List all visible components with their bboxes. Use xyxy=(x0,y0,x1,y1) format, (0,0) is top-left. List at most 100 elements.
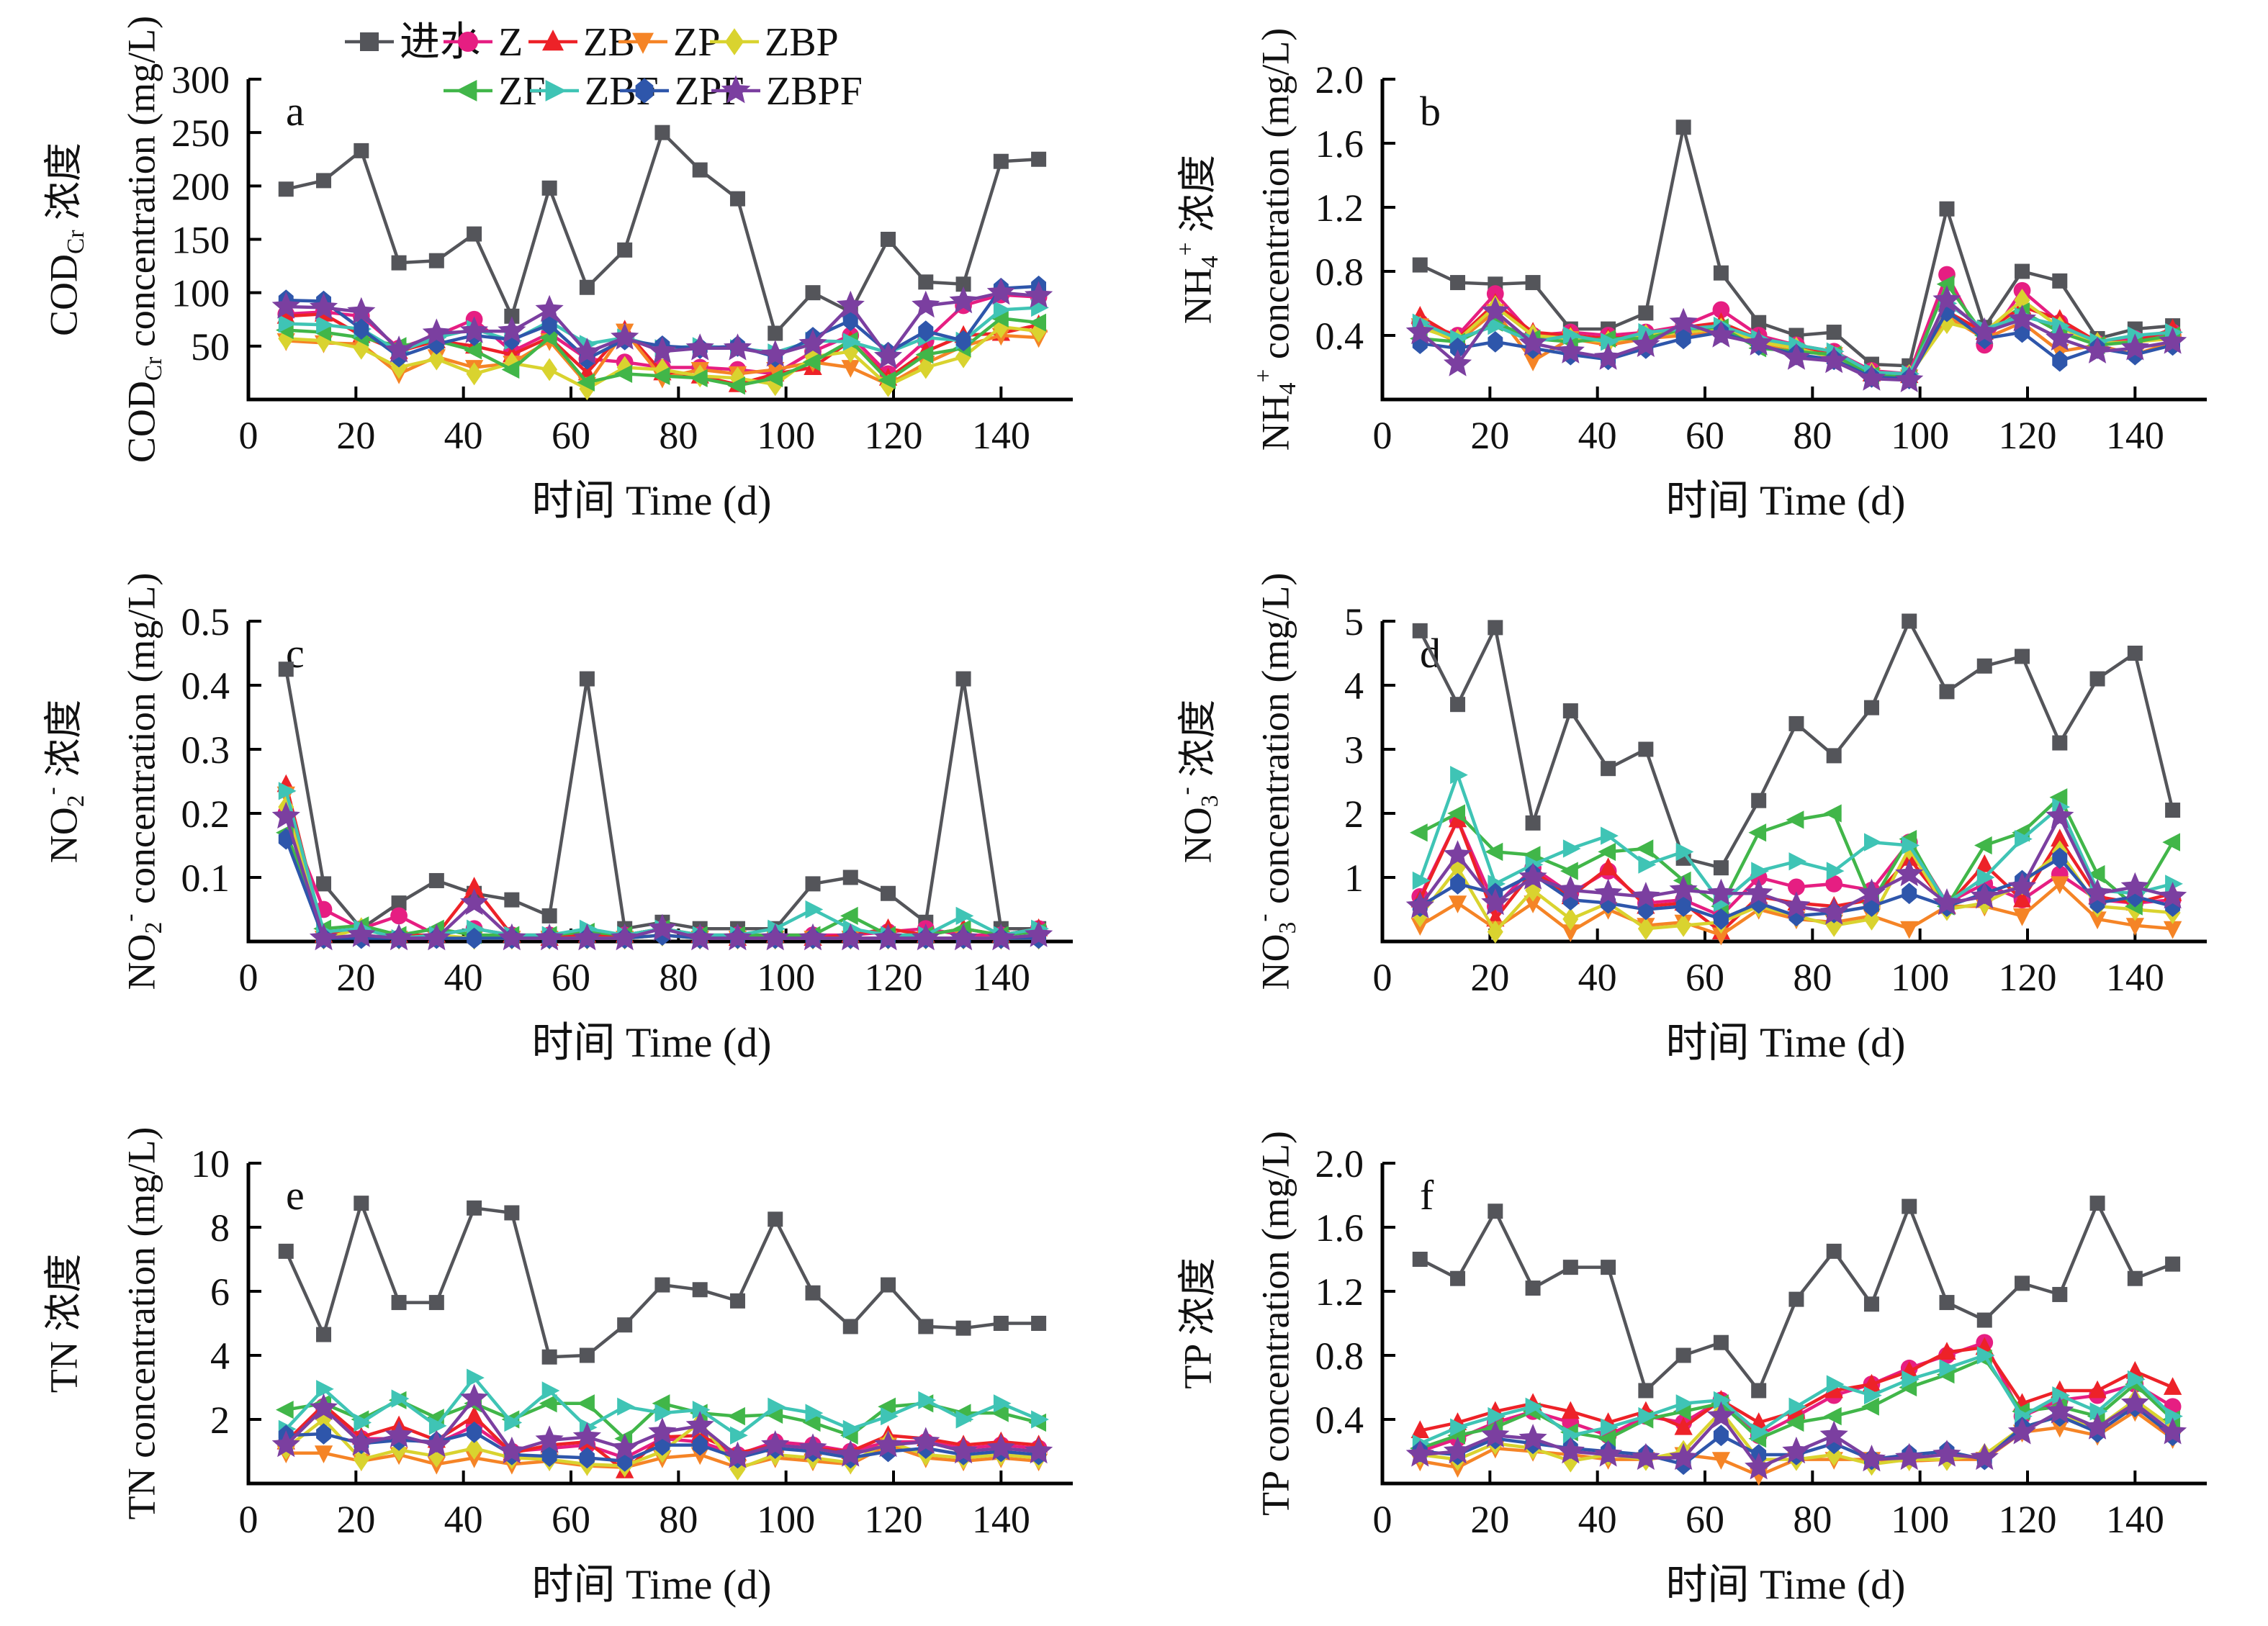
y-tick-label: 0.8 xyxy=(1315,250,1364,294)
x-tick-label: 140 xyxy=(972,414,1030,457)
triangle-right-marker-icon xyxy=(467,1368,485,1387)
y-tick-label: 100 xyxy=(171,272,230,315)
star-marker-icon xyxy=(1405,317,1434,345)
y-tick-label: 1.6 xyxy=(1315,1206,1364,1250)
y-axis-title-en: TN concentration (mg/L) xyxy=(120,1127,163,1520)
square-marker-icon xyxy=(617,1317,633,1333)
triangle-right-marker-icon xyxy=(1562,326,1581,345)
axes: 0.4 0.8 1.2 1.6 2.0 0 20 40 60 80 100 120 140 xyxy=(1315,1142,2207,1541)
y-tick-label: 5 xyxy=(1344,600,1364,643)
x-tick-label: 120 xyxy=(865,1498,923,1541)
star-marker-icon xyxy=(309,292,338,320)
triangle-right-marker-icon xyxy=(541,1381,560,1400)
diamond-marker-icon xyxy=(1826,913,1842,937)
star-marker-icon xyxy=(1895,365,1924,392)
square-marker-icon xyxy=(391,1295,407,1311)
y-axis-title-cn: TN 浓度 xyxy=(42,1254,85,1393)
square-marker-icon xyxy=(1902,1198,1917,1214)
star-marker-icon xyxy=(1443,349,1472,376)
square-marker-icon xyxy=(278,1243,294,1259)
chart-d: 1 2 3 4 5 0 20 40 60 80 100 120 140 d 时间 Time (d) NO3- … xyxy=(1134,542,2268,1084)
triangle-down-marker-icon xyxy=(2051,876,2069,895)
star-marker-icon xyxy=(498,1436,526,1464)
triangle-right-marker-icon xyxy=(617,1397,635,1416)
y-axis-title-en: TP concentration (mg/L) xyxy=(1254,1131,1297,1516)
triangle-left-marker-icon xyxy=(652,366,670,385)
triangle-left-marker-icon xyxy=(1786,1413,1804,1432)
triangle-right-marker-icon xyxy=(1864,1386,1882,1405)
square-marker-icon xyxy=(354,1196,369,1211)
triangle-down-marker-icon xyxy=(2012,908,2032,926)
square-marker-icon xyxy=(1863,1296,1879,1312)
x-tick-label: 20 xyxy=(1470,956,1509,999)
square-marker-icon xyxy=(729,1293,745,1309)
star-marker-icon xyxy=(721,75,751,104)
square-marker-icon xyxy=(1788,1291,1804,1307)
square-marker-icon xyxy=(842,870,858,885)
series-进水 xyxy=(1412,1196,2181,1399)
x-tick-label: 100 xyxy=(1891,956,1949,999)
square-marker-icon xyxy=(1601,761,1616,777)
square-marker-icon xyxy=(1525,275,1541,291)
square-marker-icon xyxy=(1638,1383,1654,1399)
star-marker-icon xyxy=(460,1383,489,1411)
star-marker-icon xyxy=(2083,1412,2112,1440)
hexagon-marker-icon xyxy=(541,314,557,335)
triangle-right-marker-icon xyxy=(805,900,824,919)
square-marker-icon xyxy=(278,661,294,677)
square-marker-icon xyxy=(541,180,557,196)
triangle-right-marker-icon xyxy=(2165,875,2183,893)
triangle-left-marker-icon xyxy=(1560,862,1578,880)
square-marker-icon xyxy=(391,895,407,911)
star-marker-icon xyxy=(2083,336,2112,363)
diamond-marker-icon xyxy=(729,366,746,390)
diamond-marker-icon xyxy=(428,347,445,371)
star-marker-icon xyxy=(1025,281,1053,308)
square-marker-icon xyxy=(1863,700,1879,715)
diamond-marker-icon xyxy=(725,28,744,55)
square-marker-icon xyxy=(1675,1347,1691,1363)
series-ZBPF xyxy=(271,801,1053,951)
star-marker-icon xyxy=(723,1441,752,1468)
diamond-marker-icon xyxy=(1863,907,1880,931)
y-tick-label: 4 xyxy=(1344,664,1364,708)
diamond-marker-icon xyxy=(428,1445,445,1468)
square-marker-icon xyxy=(504,308,520,324)
y-axis-title-en: NO2- concentration (mg/L) xyxy=(117,573,167,990)
hexagon-marker-icon xyxy=(1450,337,1465,359)
y-tick-label: 1.6 xyxy=(1315,122,1364,166)
triangle-left-marker-icon xyxy=(614,364,633,383)
triangle-right-marker-icon xyxy=(842,333,861,351)
star-marker-icon xyxy=(685,1411,714,1438)
hexagon-marker-icon xyxy=(1675,895,1691,917)
diamond-marker-icon xyxy=(315,1408,332,1431)
triangle-left-marker-icon xyxy=(1410,823,1428,842)
triangle-right-marker-icon xyxy=(316,1380,334,1399)
triangle-left-marker-icon xyxy=(1974,836,1992,855)
x-tick-label: 20 xyxy=(1470,1498,1509,1541)
star-marker-icon xyxy=(1518,862,1547,890)
hexagon-marker-icon xyxy=(1450,873,1465,895)
star-marker-icon xyxy=(873,923,903,951)
axes: 0.4 0.8 1.2 1.6 2.0 0 20 40 60 80 100 120 140 xyxy=(1315,58,2207,457)
x-tick-label: 0 xyxy=(239,956,258,999)
y-tick-label: 0.2 xyxy=(181,792,230,836)
hexagon-marker-icon xyxy=(467,1421,482,1443)
diamond-marker-icon xyxy=(579,377,595,401)
square-marker-icon xyxy=(1031,151,1047,167)
legend-label: ZBPF xyxy=(766,69,863,114)
hexagon-marker-icon xyxy=(1902,882,1917,905)
star-marker-icon xyxy=(1556,336,1585,363)
star-marker-icon xyxy=(1819,898,1848,925)
square-marker-icon xyxy=(881,232,896,247)
circle-marker-icon xyxy=(1788,878,1805,896)
star-marker-icon xyxy=(422,1430,451,1458)
triangle-right-marker-icon xyxy=(692,1401,711,1419)
triangle-right-marker-icon xyxy=(1939,1359,1958,1378)
star-marker-icon xyxy=(2007,304,2037,332)
square-marker-icon xyxy=(2089,671,2105,687)
square-marker-icon xyxy=(1713,1334,1729,1350)
diamond-marker-icon xyxy=(955,345,972,369)
diamond-marker-icon xyxy=(541,358,558,381)
